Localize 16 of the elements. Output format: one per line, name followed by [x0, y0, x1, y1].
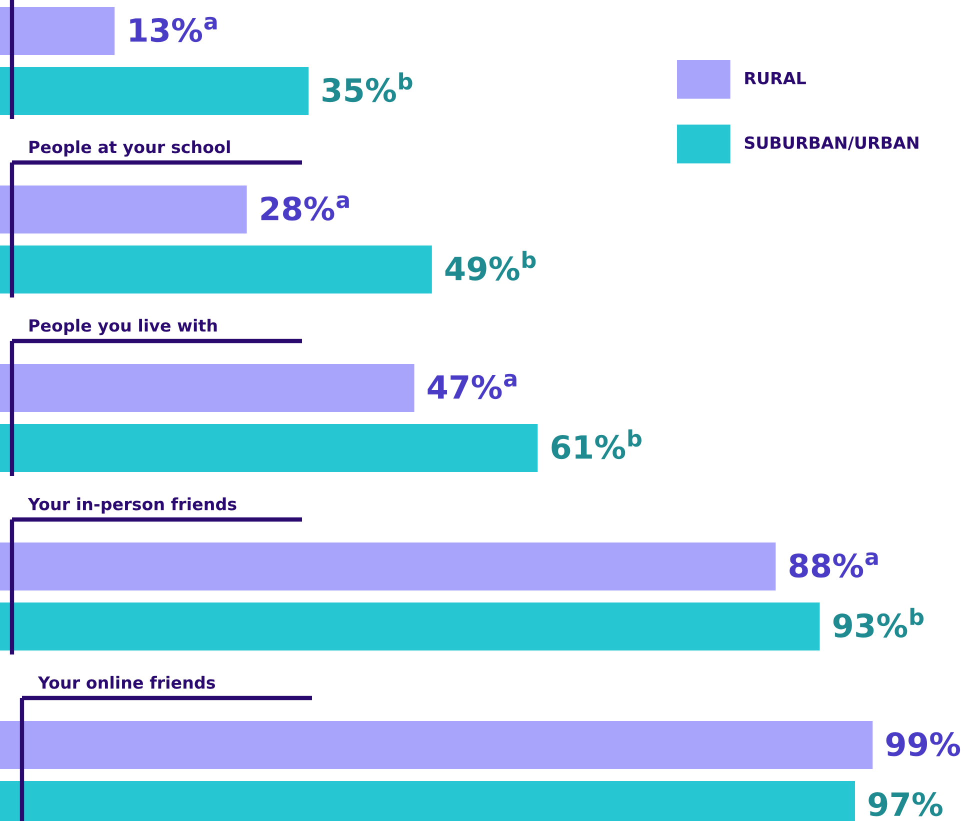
y-tick-label: People at your school — [30, 140, 230, 157]
data-label: 28%$^{a}$ — [261, 195, 349, 221]
data-label: 49%$^{b}$ — [445, 250, 536, 281]
data-label: 61%$^{b}$ — [552, 429, 642, 460]
legend-label: RURAL — [745, 72, 806, 84]
y-tick-label: Your online friends — [38, 676, 216, 689]
data-label: 47%$^{a}$ — [428, 374, 516, 400]
data-label: 88%$^{a}$ — [790, 552, 878, 578]
data-label: 13%$^{a}$ — [130, 16, 217, 42]
legend-label: SUBURBAN/URBAN — [744, 136, 918, 150]
data-label: 93%$^{b}$ — [833, 608, 924, 638]
y-tick-label: Your in-person friends — [28, 497, 236, 514]
data-label: 97% — [868, 792, 942, 816]
y-tick-label: People you live with — [30, 318, 217, 336]
data-label: 35%$^{b}$ — [322, 72, 412, 102]
data-label: 99% — [886, 732, 960, 756]
